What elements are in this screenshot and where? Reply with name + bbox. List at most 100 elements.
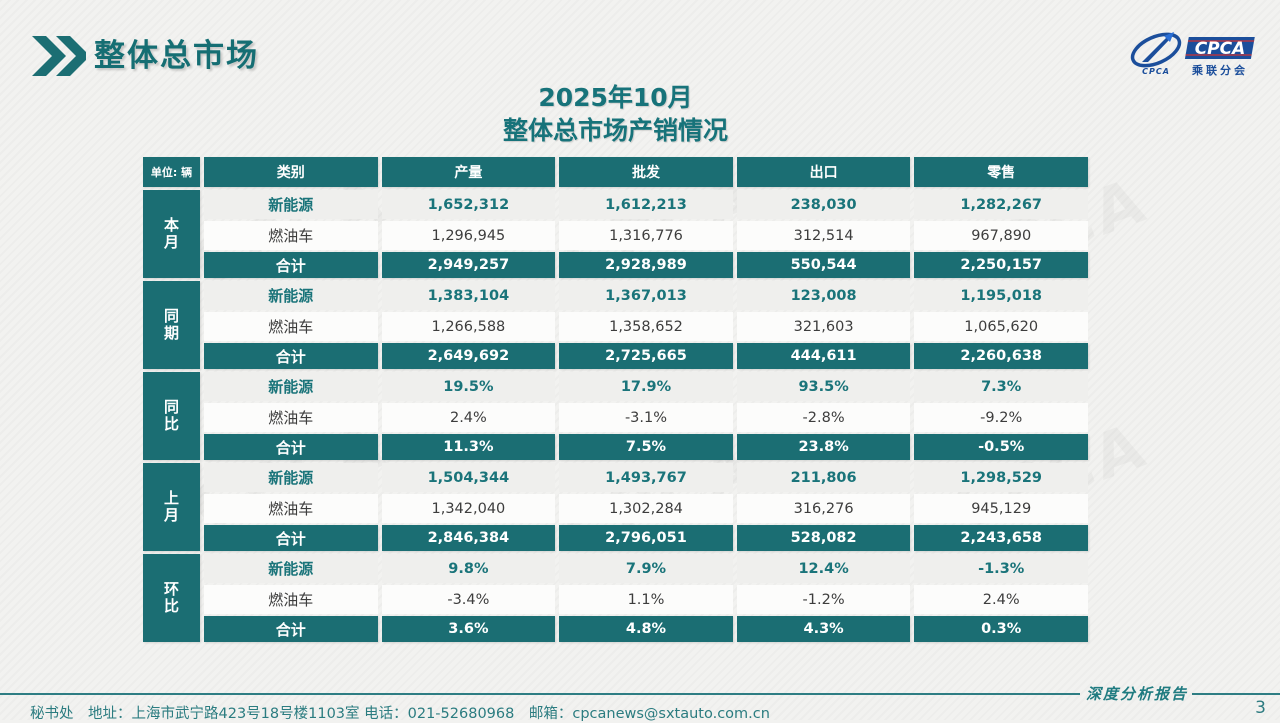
value-cell: 1,383,104: [381, 281, 556, 310]
logo-sub-text: 乘联分会: [1191, 63, 1248, 77]
value-cell: 2,649,692: [381, 343, 556, 369]
value-cell: 1,296,945: [381, 221, 556, 250]
category-cell: 燃油车: [204, 403, 378, 432]
value-cell: 1,316,776: [559, 221, 733, 250]
category-cell: 新能源: [204, 372, 378, 401]
value-cell: 1,302,284: [559, 494, 733, 523]
footer-contact-info: 秘书处 地址：上海市武宁路423号18号楼1103室 电话：021-526809…: [30, 706, 770, 722]
value-cell: 1.1%: [559, 585, 733, 614]
value-cell: 0.3%: [914, 616, 1088, 642]
category-cell: 燃油车: [204, 585, 378, 614]
group-label: 本月: [143, 190, 200, 278]
table-group: 本月 新能源 1,652,312 1,612,213 238,030 1,282,267 燃…: [143, 190, 1088, 278]
value-cell: 528,082: [736, 525, 911, 551]
value-cell: 1,612,213: [559, 190, 733, 219]
value-cell: 7.9%: [559, 554, 733, 583]
value-cell: -3.1%: [559, 403, 733, 432]
column-header-retail: 零售: [914, 157, 1088, 187]
report-type-label: 深度分析报告: [1085, 685, 1188, 703]
table-header-row: 单位: 辆 类别 产量 批发 出口 零售: [143, 157, 1088, 187]
footer-divider-left: [0, 693, 1080, 695]
value-cell: 1,266,588: [381, 312, 556, 341]
value-cell: 123,008: [736, 281, 911, 310]
category-cell: 合计: [204, 434, 378, 460]
value-cell: 1,065,620: [914, 312, 1088, 341]
value-cell: 2.4%: [914, 585, 1088, 614]
value-cell: -1.2%: [736, 585, 911, 614]
value-cell: 945,129: [914, 494, 1088, 523]
value-cell: 93.5%: [736, 372, 911, 401]
category-cell: 新能源: [204, 463, 378, 492]
value-cell: 17.9%: [559, 372, 733, 401]
market-table: 单位: 辆 类别 产量 批发 出口 零售 本月 新能源 1,652,312 1,612…: [143, 157, 1088, 642]
category-cell: 新能源: [204, 190, 378, 219]
category-cell: 合计: [204, 252, 378, 278]
value-cell: 1,367,013: [559, 281, 733, 310]
category-cell: 合计: [204, 343, 378, 369]
value-cell: 238,030: [736, 190, 911, 219]
double-chevron-icon: [32, 36, 86, 76]
value-cell: 316,276: [736, 494, 911, 523]
market-table-body: 本月 新能源 1,652,312 1,612,213 238,030 1,282,267 燃…: [143, 190, 1088, 642]
table-title-block: 2025年10月 整体总市场产销情况: [143, 82, 1088, 147]
value-cell: 1,652,312: [381, 190, 556, 219]
category-cell: 燃油车: [204, 221, 378, 250]
column-header-category: 类别: [204, 157, 378, 187]
unit-label-cell: 单位: 辆: [143, 157, 200, 187]
value-cell: 2,846,384: [381, 525, 556, 551]
logo-main-text: CPCA: [1195, 39, 1246, 59]
group-label: 同期: [143, 281, 200, 369]
value-cell: 967,890: [914, 221, 1088, 250]
logo-oval-caption: CPCA: [1142, 67, 1170, 76]
page-number: 3: [1255, 698, 1266, 718]
value-cell: 1,298,529: [914, 463, 1088, 492]
footer-divider-right: [1192, 693, 1280, 695]
value-cell: -2.8%: [736, 403, 911, 432]
page-title: 整体总市场: [94, 38, 259, 74]
value-cell: 2.4%: [381, 403, 556, 432]
value-cell: 23.8%: [736, 434, 911, 460]
value-cell: 1,282,267: [914, 190, 1088, 219]
group-label: 上月: [143, 463, 200, 551]
value-cell: 2,949,257: [381, 252, 556, 278]
value-cell: 2,725,665: [559, 343, 733, 369]
category-cell: 新能源: [204, 554, 378, 583]
table-group: 同比 新能源 19.5% 17.9% 93.5% 7.3% 燃油车 2.4% -3.1% -2.8…: [143, 372, 1088, 460]
value-cell: 7.3%: [914, 372, 1088, 401]
value-cell: 12.4%: [736, 554, 911, 583]
value-cell: 11.3%: [381, 434, 556, 460]
value-cell: -3.4%: [381, 585, 556, 614]
table-group: 上月 新能源 1,504,344 1,493,767 211,806 1,298,529 燃…: [143, 463, 1088, 551]
table-title-line2: 整体总市场产销情况: [502, 115, 728, 145]
value-cell: 312,514: [736, 221, 911, 250]
table-title-line1: 2025年10月: [538, 83, 693, 112]
value-cell: 2,796,051: [559, 525, 733, 551]
value-cell: 321,603: [736, 312, 911, 341]
column-header-export: 出口: [736, 157, 911, 187]
value-cell: 1,195,018: [914, 281, 1088, 310]
value-cell: 1,493,767: [559, 463, 733, 492]
value-cell: 4.3%: [736, 616, 911, 642]
category-cell: 新能源: [204, 281, 378, 310]
value-cell: -1.3%: [914, 554, 1088, 583]
table-group: 环比 新能源 9.8% 7.9% 12.4% -1.3% 燃油车 -3.4% 1.1% -1.2%…: [143, 554, 1088, 642]
category-cell: 燃油车: [204, 494, 378, 523]
value-cell: 444,611: [736, 343, 911, 369]
value-cell: 2,250,157: [914, 252, 1088, 278]
value-cell: 550,544: [736, 252, 911, 278]
category-cell: 合计: [204, 616, 378, 642]
value-cell: 1,358,652: [559, 312, 733, 341]
value-cell: 2,243,658: [914, 525, 1088, 551]
category-cell: 燃油车: [204, 312, 378, 341]
value-cell: 211,806: [736, 463, 911, 492]
value-cell: 3.6%: [381, 616, 556, 642]
value-cell: -9.2%: [914, 403, 1088, 432]
value-cell: 2,928,989: [559, 252, 733, 278]
value-cell: 7.5%: [559, 434, 733, 460]
value-cell: 19.5%: [381, 372, 556, 401]
group-label: 同比: [143, 372, 200, 460]
value-cell: -0.5%: [914, 434, 1088, 460]
group-label: 环比: [143, 554, 200, 642]
column-header-wholesale: 批发: [559, 157, 733, 187]
